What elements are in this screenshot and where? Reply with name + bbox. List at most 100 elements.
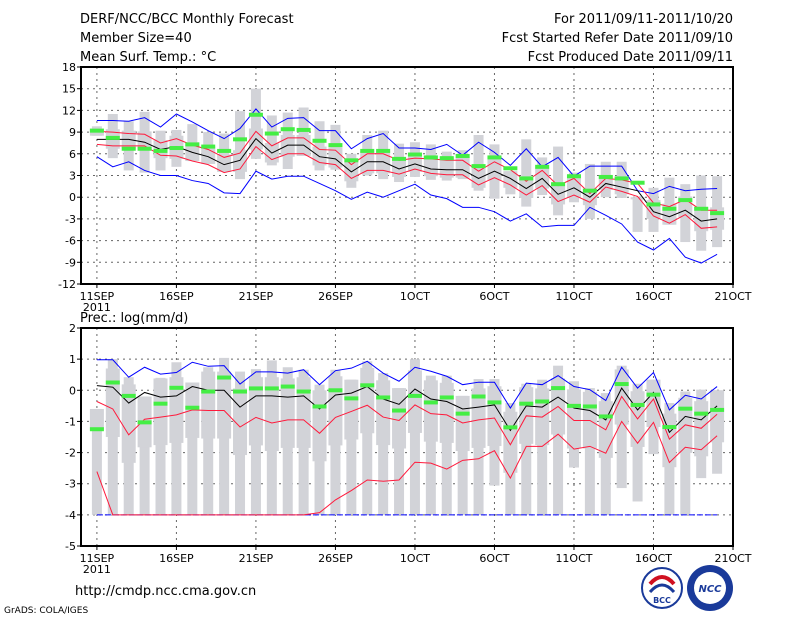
produced-date: Fcst Produced Date 2011/09/11 bbox=[528, 50, 733, 65]
box-body bbox=[392, 388, 407, 449]
observed-marker bbox=[455, 411, 470, 416]
plot-frame bbox=[80, 327, 734, 547]
observed-marker bbox=[710, 407, 725, 412]
observed-marker bbox=[646, 202, 661, 207]
grads-credit: GrADS: COLA/IGES bbox=[4, 606, 88, 616]
whisker-bar bbox=[521, 139, 532, 207]
observed-marker bbox=[614, 176, 629, 181]
observed-marker bbox=[121, 146, 136, 151]
observed-marker bbox=[344, 396, 359, 401]
whisker-bar bbox=[616, 365, 627, 489]
whisker-bar bbox=[632, 197, 643, 232]
observed-marker bbox=[423, 155, 438, 160]
box-body bbox=[217, 154, 232, 172]
observed-marker bbox=[678, 406, 693, 411]
whisker-bar bbox=[155, 377, 166, 515]
observed-marker bbox=[503, 425, 518, 430]
whisker-bar bbox=[680, 391, 691, 515]
bcc-logo: BCC bbox=[641, 567, 683, 609]
observed-marker bbox=[630, 402, 645, 407]
observed-marker bbox=[471, 394, 486, 399]
observed-marker bbox=[439, 156, 454, 161]
x-tick-label: 1OCT bbox=[400, 552, 430, 565]
whisker-bar bbox=[473, 134, 484, 191]
observed-marker bbox=[312, 404, 327, 409]
observed-marker bbox=[376, 148, 391, 153]
box-body bbox=[423, 380, 438, 442]
box-body bbox=[566, 389, 581, 449]
observed-marker bbox=[169, 146, 184, 151]
x-tick-label: 21SEP bbox=[239, 552, 274, 565]
observed-marker bbox=[710, 211, 725, 216]
observed-marker bbox=[455, 153, 470, 158]
observed-marker bbox=[662, 206, 677, 211]
observed-marker bbox=[233, 137, 248, 142]
whisker-bar bbox=[362, 361, 373, 515]
y-tick-label: 0 bbox=[69, 191, 76, 204]
y-tick-label: -6 bbox=[65, 235, 76, 248]
box-body bbox=[280, 134, 295, 157]
observed-marker bbox=[105, 135, 120, 140]
observed-marker bbox=[487, 400, 502, 405]
observed-marker bbox=[566, 174, 581, 179]
observed-marker bbox=[153, 148, 168, 153]
observed-marker bbox=[423, 400, 438, 405]
source-url: http://cmdp.ncc.cma.gov.cn bbox=[75, 584, 256, 599]
observed-marker bbox=[137, 146, 152, 151]
box-body bbox=[121, 384, 136, 463]
observed-marker bbox=[217, 148, 232, 153]
observed-marker bbox=[201, 144, 216, 149]
observed-marker bbox=[694, 411, 709, 416]
observed-marker bbox=[296, 127, 311, 132]
observed-marker bbox=[519, 176, 534, 181]
y-tick-label: -3 bbox=[65, 478, 76, 491]
observed-marker bbox=[89, 128, 104, 133]
ncc-logo: NCC bbox=[687, 565, 733, 611]
whisker-bar bbox=[187, 382, 198, 515]
member-size: Member Size=40 bbox=[80, 31, 192, 46]
min-line bbox=[96, 156, 718, 264]
observed-marker bbox=[566, 403, 581, 408]
whisker-bar bbox=[537, 379, 548, 515]
observed-marker bbox=[89, 427, 104, 432]
x-tick-label: 21OCT bbox=[714, 290, 751, 303]
x-tick-label: 16SEP bbox=[159, 552, 194, 565]
y-tick-label: -1 bbox=[65, 415, 76, 428]
x-tick-label: 11OCT bbox=[555, 290, 592, 303]
box-body bbox=[280, 378, 295, 448]
lower-percentile-line bbox=[96, 143, 718, 229]
plot-0: -12 -9 -6 -3 0 3 6 9 12 15 18 11SEP 16SEP 21SEP 26SEP 1… bbox=[58, 61, 752, 314]
observed-marker bbox=[376, 395, 391, 400]
figure-title: DERF/NCC/BCC Monthly Forecast bbox=[80, 12, 294, 27]
observed-marker bbox=[582, 188, 597, 193]
observed-marker bbox=[503, 166, 518, 171]
observed-marker bbox=[582, 404, 597, 409]
y-tick-label: -3 bbox=[65, 213, 76, 226]
box-body bbox=[439, 157, 454, 178]
y-tick-label: 15 bbox=[62, 83, 76, 96]
x-tick-label: 11OCT bbox=[555, 552, 592, 565]
box-body bbox=[646, 379, 661, 428]
observed-marker bbox=[630, 180, 645, 185]
y-tick-label: 18 bbox=[62, 61, 76, 74]
observed-marker bbox=[185, 405, 200, 410]
y-tick-label: 2 bbox=[69, 322, 76, 335]
whisker-bar bbox=[250, 88, 261, 159]
x-tick-label: 26SEP bbox=[318, 552, 353, 565]
x-year-label: 2011 bbox=[83, 563, 111, 576]
y-tick-label: -2 bbox=[65, 447, 76, 460]
observed-marker bbox=[280, 384, 295, 389]
observed-marker bbox=[264, 131, 279, 136]
box-body bbox=[423, 155, 438, 177]
whisker-bar bbox=[441, 375, 452, 515]
x-tick-label: 1OCT bbox=[400, 290, 430, 303]
observed-marker bbox=[328, 143, 343, 148]
bcc-logo-text: BCC bbox=[653, 596, 671, 605]
y-tick-label: 3 bbox=[69, 170, 76, 183]
observed-marker bbox=[248, 386, 263, 391]
observed-marker bbox=[407, 152, 422, 157]
observed-marker bbox=[535, 399, 550, 404]
observed-marker bbox=[535, 164, 550, 169]
observed-marker bbox=[328, 388, 343, 393]
